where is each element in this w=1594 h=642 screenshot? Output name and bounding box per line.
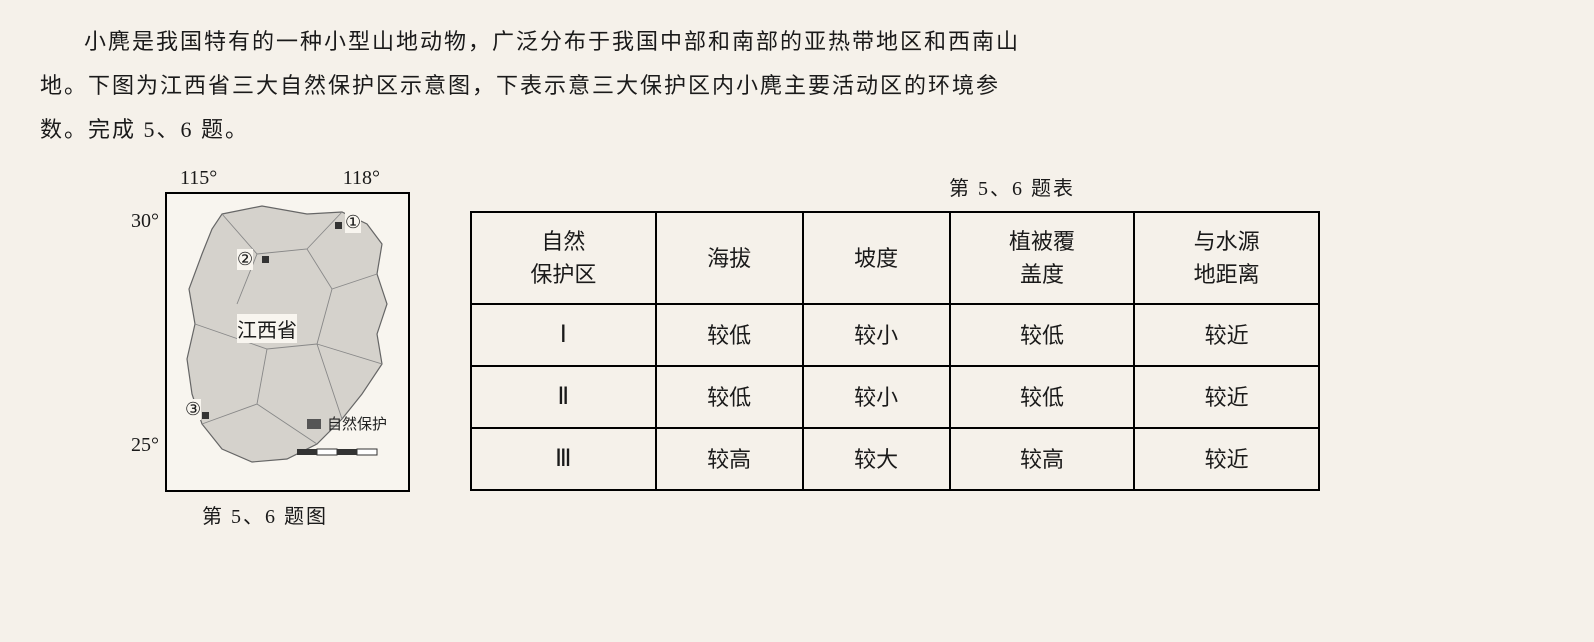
parameters-table: 自然 保护区 海拔 坡度 植被覆 盖度 与水源 地距离 Ⅰ 较低 较小 较低 (470, 211, 1320, 491)
cell-water: 较近 (1134, 366, 1319, 428)
data-table-section: 第 5、6 题表 自然 保护区 海拔 坡度 植被覆 盖度 与水源 地距离 (470, 167, 1554, 491)
cell-elev: 较高 (656, 428, 803, 490)
marker-2: ② (237, 249, 253, 270)
province-label: 江西省 (237, 314, 297, 343)
header-vegetation: 植被覆 盖度 (950, 212, 1135, 304)
cell-elev: 较低 (656, 304, 803, 366)
cell-id: Ⅰ (471, 304, 656, 366)
cell-water: 较近 (1134, 428, 1319, 490)
table-title: 第 5、6 题表 (470, 172, 1554, 201)
question-intro: 小麂是我国特有的一种小型山地动物，广泛分布于我国中部和南部的亚热带地区和西南山 … (40, 20, 1554, 152)
cell-veg: 较低 (950, 304, 1135, 366)
table-row: Ⅱ 较低 较小 较低 较近 (471, 366, 1319, 428)
longitude-left: 115° (180, 167, 217, 190)
map-caption: 第 5、6 题图 (120, 500, 410, 529)
table-row: Ⅰ 较低 较小 较低 较近 (471, 304, 1319, 366)
header-water: 与水源 地距离 (1134, 212, 1319, 304)
intro-line-2: 地。下图为江西省三大自然保护区示意图，下表示意三大保护区内小麂主要活动区的环境参 (40, 73, 1000, 98)
cell-veg: 较低 (950, 366, 1135, 428)
cell-elev: 较低 (656, 366, 803, 428)
cell-slope: 较大 (803, 428, 950, 490)
latitude-top: 30° (120, 210, 159, 233)
svg-text:自然保护: 自然保护 (327, 416, 387, 433)
marker-1: ① (345, 212, 361, 233)
cell-id: Ⅱ (471, 366, 656, 428)
cell-id: Ⅲ (471, 428, 656, 490)
cell-slope: 较小 (803, 366, 950, 428)
table-row: Ⅲ 较高 较大 较高 较近 (471, 428, 1319, 490)
header-reserve: 自然 保护区 (471, 212, 656, 304)
cell-slope: 较小 (803, 304, 950, 366)
marker-3: ③ (185, 399, 201, 420)
map-figure: 115° 118° 30° 25° 自然保护 (120, 167, 410, 529)
map-canvas: 自然保护 ① ② ③ 江西省 (165, 192, 410, 492)
table-header-row: 自然 保护区 海拔 坡度 植被覆 盖度 与水源 地距离 (471, 212, 1319, 304)
longitude-right: 118° (343, 167, 380, 190)
latitude-bottom: 25° (120, 434, 159, 457)
intro-line-3: 数。完成 5、6 题。 (40, 117, 249, 142)
header-slope: 坡度 (803, 212, 950, 304)
header-elevation: 海拔 (656, 212, 803, 304)
intro-line-1: 小麂是我国特有的一种小型山地动物，广泛分布于我国中部和南部的亚热带地区和西南山 (84, 29, 1020, 54)
cell-water: 较近 (1134, 304, 1319, 366)
cell-veg: 较高 (950, 428, 1135, 490)
